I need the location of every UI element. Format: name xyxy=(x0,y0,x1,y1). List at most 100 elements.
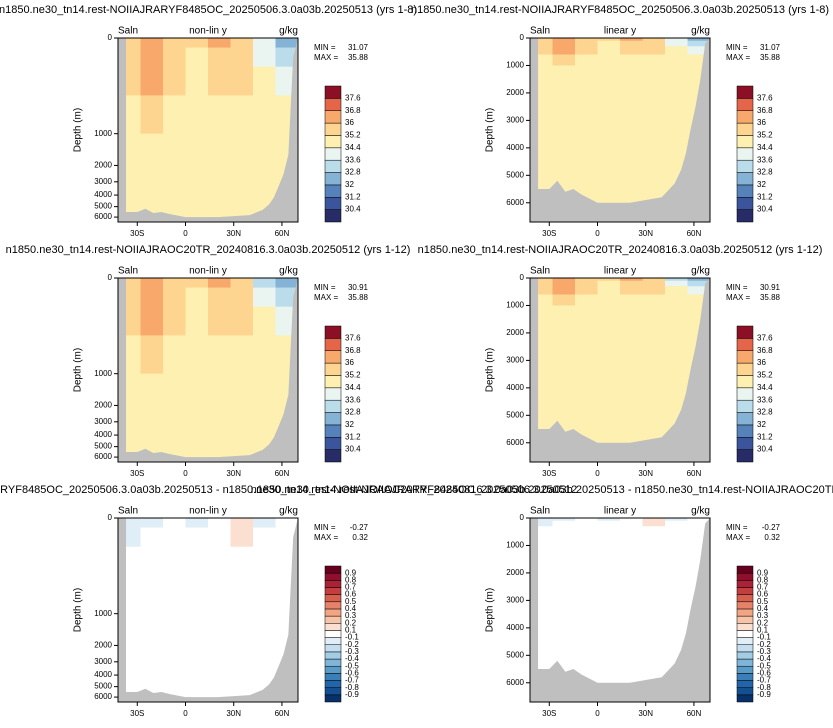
y-tick-label: 2000 xyxy=(94,641,112,650)
colorbar-label: 36 xyxy=(345,118,354,127)
x-tick-label: 60N xyxy=(275,709,290,718)
stat-value: 0.32 xyxy=(764,533,780,542)
colorbar-box xyxy=(324,387,342,401)
x-tick-label: 30S xyxy=(130,469,144,478)
stat-label: MIN = xyxy=(726,523,748,532)
contour-cell xyxy=(530,294,553,306)
colorbar-box xyxy=(736,572,754,581)
contour-cell xyxy=(597,305,621,334)
colorbar-box xyxy=(324,694,342,703)
y-tick-label: 4000 xyxy=(506,623,524,632)
contour-cell xyxy=(185,645,209,703)
contour-cell xyxy=(642,545,666,574)
colorbar-label: -0.5 xyxy=(345,661,359,670)
contour-cell xyxy=(140,38,164,49)
contour-cell xyxy=(140,645,164,703)
colorbar-box xyxy=(736,565,754,574)
colorbar-box xyxy=(324,580,342,588)
contour-cell xyxy=(687,46,711,55)
contour-cell xyxy=(163,47,186,68)
colorbar-box xyxy=(324,658,342,667)
contour-cell xyxy=(597,280,621,287)
colorbar-box xyxy=(324,399,342,413)
colorbar-box xyxy=(736,449,754,463)
colorbar-box xyxy=(736,110,754,124)
axis-type: linear y xyxy=(604,266,636,277)
colorbar-label: 0.2 xyxy=(757,618,769,627)
colorbar-box xyxy=(324,135,342,149)
contour-cell xyxy=(665,65,688,94)
colorbar-label: 33.6 xyxy=(345,155,361,164)
contour-cell xyxy=(253,575,276,615)
y-tick-label: 3000 xyxy=(94,177,112,186)
x-tick-label: 30S xyxy=(130,229,144,238)
contour-cell xyxy=(597,526,621,535)
contour-cell xyxy=(253,518,276,529)
contour-cell xyxy=(208,287,231,308)
colorbar-box xyxy=(324,172,342,186)
contour-cell xyxy=(185,66,209,96)
contour-cell xyxy=(230,287,254,308)
contour-cell xyxy=(208,165,231,223)
contour-cell xyxy=(208,95,231,135)
contour-cell xyxy=(140,527,164,548)
colorbar-label: -0.9 xyxy=(757,690,771,699)
stat-label: MIN = xyxy=(314,523,336,532)
colorbar-label: 35.2 xyxy=(345,131,361,140)
colorbar-label: 37.6 xyxy=(757,93,773,102)
stat-label: MAX = xyxy=(314,53,339,62)
stat-label: MAX = xyxy=(726,533,751,542)
contour-cell xyxy=(665,294,688,306)
colorbar-label: 36.8 xyxy=(757,346,773,355)
contour-cell xyxy=(642,46,666,55)
colorbar-label: 34.4 xyxy=(757,143,773,152)
contour-cell xyxy=(665,40,688,47)
colorbar-label: -0.6 xyxy=(345,668,359,677)
colorbar-box xyxy=(736,601,754,610)
contour-cell xyxy=(208,278,231,289)
x-tick-label: 30N xyxy=(638,469,653,478)
panel-title: n1850.ne30_tn14.rest-NOIIAJRARYF8485OC_2… xyxy=(411,4,829,16)
colorbar-label: -0.5 xyxy=(757,661,771,670)
colorbar-label: -0.9 xyxy=(345,690,359,699)
colorbar-label: -0.3 xyxy=(757,647,771,656)
colorbar-box xyxy=(736,184,754,198)
contour-cell xyxy=(575,38,598,42)
colorbar-label: -0.7 xyxy=(345,676,359,685)
colorbar-box xyxy=(324,350,342,364)
contour-cell xyxy=(620,572,643,703)
colorbar-box xyxy=(736,658,754,667)
colorbar-label: -0.8 xyxy=(345,683,359,692)
contour-cell xyxy=(163,95,186,135)
contour-cell xyxy=(575,545,598,574)
units: g/kg xyxy=(279,266,298,277)
colorbar-box xyxy=(324,572,342,581)
colorbar-box xyxy=(324,362,342,376)
colorbar-box xyxy=(324,184,342,198)
contour-cell xyxy=(575,280,598,287)
colorbar-label: 32.8 xyxy=(345,168,361,177)
colorbar-box xyxy=(324,159,342,173)
contour-cell xyxy=(620,38,643,42)
stat-value: 0.32 xyxy=(352,533,368,542)
field-name: Saln xyxy=(118,506,138,517)
contour-cell xyxy=(575,46,598,55)
y-tick-label: 3000 xyxy=(506,115,524,124)
stat-value: -0.27 xyxy=(350,523,369,532)
contour-cell xyxy=(552,280,576,287)
colorbar-box xyxy=(324,197,342,210)
colorbar-label: 35.2 xyxy=(757,371,773,380)
colorbar-box xyxy=(324,673,342,681)
contour-cell xyxy=(230,373,254,406)
contour-cell xyxy=(575,278,598,282)
contour-cell xyxy=(620,518,643,522)
units: g/kg xyxy=(691,266,710,277)
contour-cell xyxy=(275,38,299,49)
colorbar-label: -0.1 xyxy=(757,633,771,642)
colorbar-box xyxy=(736,687,754,696)
colorbar-box xyxy=(736,98,754,111)
contour-cell xyxy=(530,40,553,47)
contour-cell xyxy=(530,520,553,527)
contour-cell xyxy=(530,38,553,42)
colorbar-box xyxy=(736,587,754,595)
